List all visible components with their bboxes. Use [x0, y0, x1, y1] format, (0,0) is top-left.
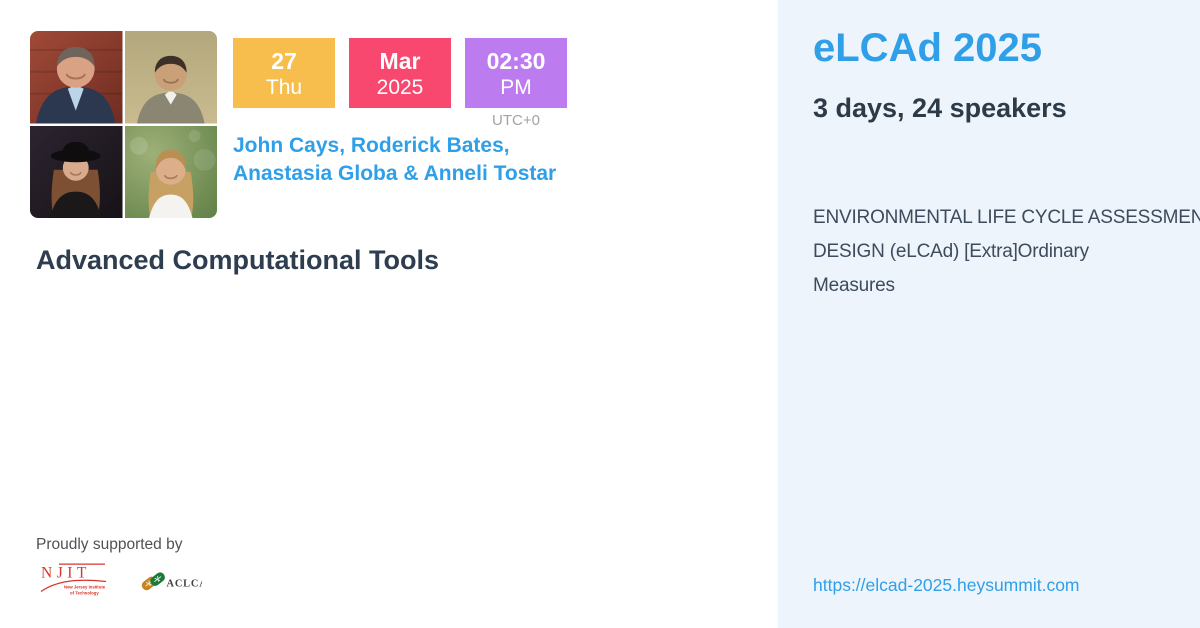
speaker-names-link[interactable]: John Cays, Roderick Bates, Anastasia Glo… [233, 132, 556, 188]
njit-logo: NJIT New Jersey Institute of Technology [40, 562, 108, 602]
time-value: 02:30 [486, 47, 546, 74]
event-url-link[interactable]: https://elcad-2025.heysummit.com [813, 575, 1080, 595]
svg-text:of Technology: of Technology [70, 591, 99, 596]
speaker-photo-grid [30, 31, 217, 218]
speaker-portrait-2-icon [124, 31, 217, 124]
speaker-portrait-4-icon [124, 125, 217, 218]
date-year: 2025 [376, 75, 424, 99]
njit-logo-icon: NJIT New Jersey Institute of Technology [40, 563, 107, 596]
event-name: eLCAd 2025 [813, 26, 1042, 70]
speaker-portrait-3-icon [30, 125, 123, 218]
aclca-logo-icon: ACLCA [141, 572, 202, 591]
session-title: Advanced Computational Tools [36, 245, 440, 275]
date-weekday: Thu [265, 75, 303, 99]
timezone-label: UTC+0 [492, 112, 540, 129]
svg-text:ACLCA: ACLCA [167, 578, 202, 589]
time-badge: 02:30 PM [465, 38, 567, 108]
event-description-line-3: Measures [813, 275, 895, 296]
speaker-names-line-2: Anastasia Globa & Anneli Tostar [233, 162, 557, 185]
date-day: 27 [271, 47, 297, 74]
supported-by-label: Proudly supported by [36, 536, 183, 553]
session-datetime-badges: 27 Thu Mar 2025 02:30 PM [233, 38, 567, 108]
speaker-portrait-1-icon [30, 31, 123, 124]
event-meta: 3 days, 24 speakers [813, 93, 1067, 123]
event-description: ENVIRONMENTAL LIFE CYCLE ASSESSMENT DESI… [813, 201, 1200, 303]
svg-text:NJIT: NJIT [41, 565, 91, 582]
time-meridiem: PM [500, 75, 532, 99]
event-summary-panel: eLCAd 2025 3 days, 24 speakers ENVIRONME… [778, 0, 1200, 628]
date-day-badge: 27 Thu [233, 38, 335, 108]
event-description-line-1: ENVIRONMENTAL LIFE CYCLE ASSESSMENT [813, 207, 1200, 228]
aclca-logo: ACLCA [138, 570, 202, 595]
date-month-badge: Mar 2025 [349, 38, 451, 108]
svg-text:New Jersey Institute: New Jersey Institute [64, 585, 106, 590]
event-description-line-2: DESIGN (eLCAd) [Extra]Ordinary [813, 241, 1089, 262]
date-month: Mar [379, 47, 421, 74]
speaker-names-line-1: John Cays, Roderick Bates, [233, 134, 510, 157]
